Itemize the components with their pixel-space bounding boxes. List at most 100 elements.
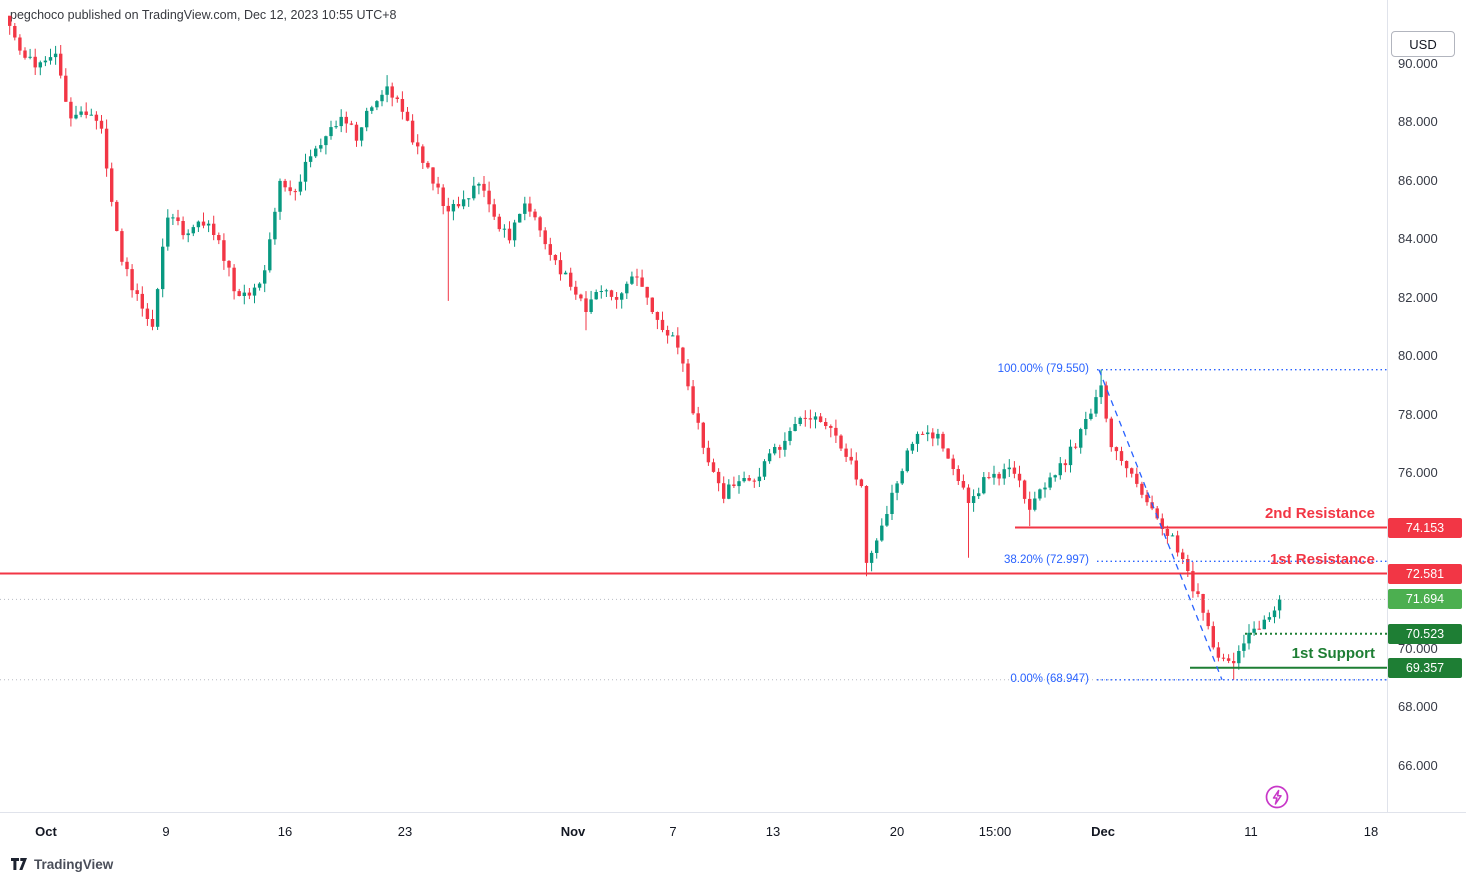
candle-body <box>869 552 874 563</box>
fib-trend-line[interactable] <box>1098 369 1223 681</box>
candle-body <box>609 290 614 297</box>
candle-body <box>824 422 828 426</box>
y-axis-tick: 76.000 <box>1398 465 1438 480</box>
candle-body <box>681 347 685 364</box>
candle-body <box>1257 628 1261 630</box>
candle-body <box>1145 494 1149 503</box>
candle-body <box>992 473 996 478</box>
candle-body <box>273 211 277 240</box>
candle-body <box>982 477 986 494</box>
x-axis-tick: 7 <box>669 824 677 839</box>
candle-body <box>135 290 139 294</box>
candle-body <box>1063 463 1068 466</box>
candle-body <box>94 114 99 121</box>
candle-body <box>472 185 476 199</box>
candle-body <box>334 126 338 128</box>
annotation-second-resistance[interactable]: 2nd Resistance <box>1264 505 1375 522</box>
candle-body <box>533 211 537 218</box>
candle-body <box>910 443 915 451</box>
candle-body <box>421 146 425 163</box>
candle-body <box>1048 477 1052 488</box>
candle-body <box>1124 461 1129 469</box>
candle-body <box>161 246 165 290</box>
candle-body <box>961 481 966 488</box>
time-axis[interactable]: Oct 9 16 23 Nov 7 13 20 15:00 Dec 11 18 <box>0 812 1466 852</box>
candle-body <box>625 283 629 294</box>
chart-plot-area[interactable] <box>0 0 1387 812</box>
candle-body <box>931 432 935 439</box>
candle-body <box>365 110 369 128</box>
candle-body <box>818 416 823 422</box>
fib-level-label[interactable]: 38.20% (72.997) <box>1003 554 1089 566</box>
candle-body <box>166 217 170 247</box>
candle-body <box>201 221 206 226</box>
candle-body <box>512 222 517 241</box>
y-axis-tick: 84.000 <box>1398 231 1438 246</box>
price-label-support-target[interactable]: 70.523 <box>1388 624 1462 644</box>
candle-body <box>84 111 88 115</box>
candle-body <box>951 458 955 469</box>
candle-body <box>1237 651 1241 664</box>
candle-body <box>793 424 797 431</box>
candle-body <box>436 183 440 188</box>
candle-body <box>788 431 792 441</box>
candle-body <box>599 291 603 292</box>
candle-body <box>1079 429 1083 448</box>
x-axis-tick: Dec <box>1091 824 1115 839</box>
candle-body <box>778 447 782 450</box>
candle-body <box>696 413 700 423</box>
candle-body <box>518 213 522 223</box>
candle-body <box>359 127 364 141</box>
x-axis-tick: 23 <box>397 824 413 839</box>
candle-body <box>706 447 711 463</box>
price-label-current-price[interactable]: 71.694 <box>1388 589 1462 609</box>
candle-body <box>1089 413 1093 419</box>
replay-lightning-icon[interactable] <box>1264 784 1290 810</box>
candle-body <box>548 244 552 255</box>
candle-body <box>303 161 308 182</box>
fib-level-label[interactable]: 100.00% (79.550) <box>997 363 1089 375</box>
price-label-first-support[interactable]: 69.357 <box>1388 658 1462 678</box>
candle-body <box>1002 469 1006 479</box>
candle-body <box>456 204 461 207</box>
x-axis-tick: 20 <box>889 824 905 839</box>
candle-body <box>849 456 853 461</box>
x-axis-tick: 9 <box>162 824 170 839</box>
candle-body <box>1277 599 1282 611</box>
candle-body <box>206 223 211 226</box>
candle-body <box>1272 610 1277 618</box>
x-axis-tick: 15:00 <box>978 824 1012 839</box>
candle-body <box>1262 619 1266 630</box>
candle-body <box>140 293 144 309</box>
price-label-second-resistance[interactable]: 74.153 <box>1388 518 1462 538</box>
candle-body <box>946 448 950 459</box>
candle-body <box>660 319 665 330</box>
candle-body <box>584 298 588 312</box>
candle-body <box>1165 529 1170 536</box>
candle-body <box>808 418 813 420</box>
annotation-first-resistance[interactable]: 1st Resistance <box>1269 551 1375 568</box>
candle-body <box>64 75 68 102</box>
candle-body <box>237 291 241 296</box>
fib-level-label[interactable]: 0.00% (68.947) <box>1010 673 1089 685</box>
candle-body <box>1211 626 1215 648</box>
annotation-first-support[interactable]: 1st Support <box>1291 645 1375 662</box>
candle-body <box>574 286 578 295</box>
candle-body <box>125 261 129 270</box>
candle-body <box>1186 559 1190 571</box>
footer-branding[interactable]: TradingView <box>10 856 113 872</box>
candle-body <box>783 440 787 450</box>
candle-body <box>212 223 216 235</box>
candle-body <box>155 289 160 327</box>
candle-body <box>74 114 78 119</box>
price-label-first-resistance[interactable]: 72.581 <box>1388 564 1462 584</box>
x-axis-tick: 16 <box>277 824 293 839</box>
candle-body <box>528 203 532 212</box>
candle-body <box>1201 594 1205 613</box>
candle-body <box>671 335 675 337</box>
price-axis[interactable]: USD 90.000 88.000 86.000 84.000 82.000 80.000… <box>1387 0 1466 812</box>
candle-body <box>268 239 272 271</box>
currency-button[interactable]: USD <box>1391 31 1455 57</box>
candle-body <box>1196 591 1200 594</box>
candle-body <box>502 228 507 230</box>
